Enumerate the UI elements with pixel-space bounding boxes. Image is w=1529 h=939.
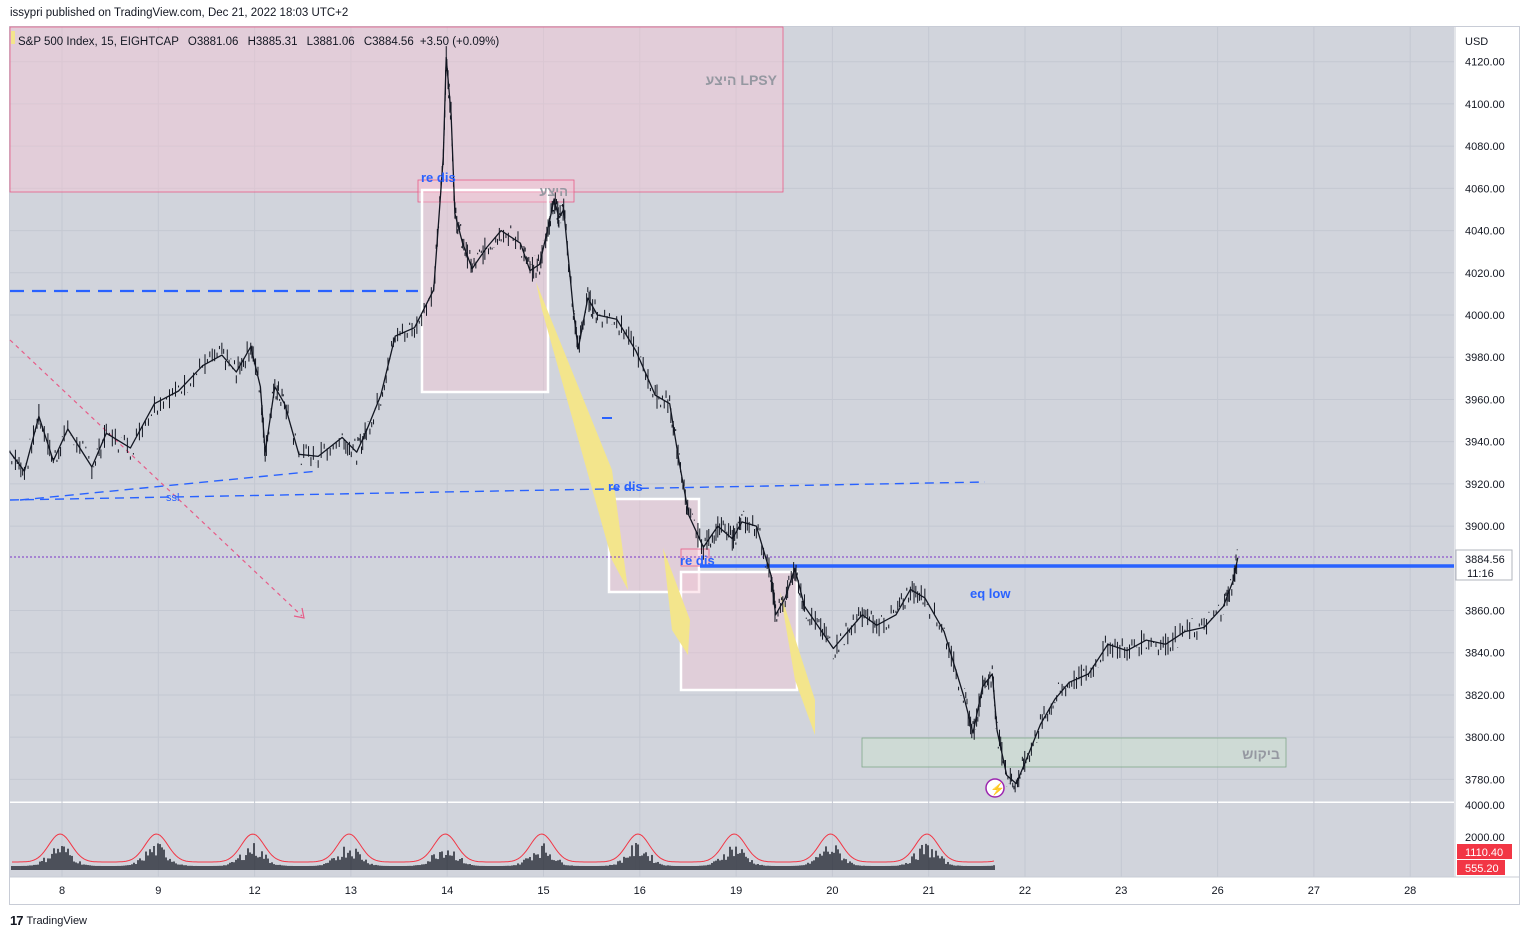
- y-tick-label: 4040.00: [1465, 226, 1505, 238]
- x-tick-label: 22: [1019, 885, 1031, 897]
- label-demand: ביקוש: [1242, 746, 1280, 762]
- sweep-fill-1: [536, 282, 628, 590]
- range-box-1: [420, 188, 550, 394]
- chart-frame: [9, 26, 1520, 905]
- y-axis-panel: [1455, 27, 1519, 877]
- y-tick-label: 4020.00: [1465, 268, 1505, 280]
- label-re-dis-1: re dis: [421, 170, 456, 185]
- price-series-layer: [9, 46, 1239, 793]
- dashed-trendline-short: [19, 470, 319, 501]
- x-tick-label: 20: [826, 885, 838, 897]
- volume-tick-label: 2000.00: [1465, 832, 1505, 844]
- x-tick-label: 21: [923, 885, 935, 897]
- red-dashed-arrow: [9, 339, 303, 617]
- y-tick-label: 3920.00: [1465, 479, 1505, 491]
- label-eq-low: eq low: [970, 586, 1011, 601]
- demand-zone: [861, 737, 1287, 768]
- red-arrow-head: [293, 607, 305, 619]
- x-tick-label: 23: [1115, 885, 1127, 897]
- x-tick-label: 15: [537, 885, 549, 897]
- supply-zone-lpsy: [9, 26, 784, 193]
- y-tick-label: 4100.00: [1465, 99, 1505, 111]
- high-value: H3885.31: [248, 36, 298, 48]
- y-axis-ticks: 4120.00 4100.00 4080.00 4060.00 4040.00 4020.…: [1465, 57, 1505, 844]
- x-tick-label: 26: [1211, 885, 1223, 897]
- annotation-labels-layer: היצע LPSY היצע re dis re dis re dis ssl eq low…: [166, 72, 1280, 762]
- x-tick-label: 19: [730, 885, 742, 897]
- countdown-label: 11:16: [1467, 568, 1494, 580]
- flash-icon-glyph: ⚡: [990, 782, 1005, 796]
- tv-logo-icon: 17: [10, 913, 24, 928]
- tv-logo-text: TradingView: [26, 914, 88, 927]
- last-price-box: [1455, 549, 1513, 581]
- zones-layer: [9, 26, 1287, 768]
- open-value: O3881.06: [188, 36, 239, 48]
- change-value: +3.50 (+0.09%): [420, 36, 499, 48]
- x-tick-label: 14: [441, 885, 453, 897]
- sweep-fill-2: [663, 548, 690, 655]
- flash-icon[interactable]: [985, 778, 1005, 798]
- low-value: L3881.06: [307, 36, 355, 48]
- y-tick-label: 3940.00: [1465, 437, 1505, 449]
- volume-label-1: 1110.40: [1465, 847, 1503, 859]
- sweep-fill-3: [780, 592, 815, 735]
- drawn-lines-layer: [9, 289, 1454, 619]
- volume-label-box-2: [1457, 860, 1505, 875]
- y-tick-label: 4060.00: [1465, 183, 1505, 195]
- x-axis-ticks: 8 9 12 13 14 15 16 19 20 21 22 23 26 27 28: [59, 885, 1416, 897]
- y-tick-label: 3960.00: [1465, 394, 1505, 406]
- volume-label-2: 555.20: [1465, 863, 1499, 875]
- volume-layer: [11, 833, 995, 870]
- symbol-name: S&P 500 Index, 15, EIGHTCAP: [18, 36, 179, 48]
- close-value: C3884.56: [364, 36, 414, 48]
- y-tick-label: 4120.00: [1465, 57, 1505, 69]
- x-tick-label: 27: [1308, 885, 1320, 897]
- last-price-label: 3884.56: [1465, 554, 1505, 566]
- label-re-dis-3: re dis: [680, 553, 715, 568]
- range-box-3: [679, 570, 799, 692]
- y-tick-label: 3780.00: [1465, 774, 1505, 786]
- label-ssl: ssl: [166, 492, 179, 504]
- y-tick-label: 3800.00: [1465, 732, 1505, 744]
- dashed-trendline-long: [9, 481, 986, 501]
- published-header: issypri published on TradingView.com, De…: [10, 7, 349, 19]
- label-re-dis-2: re dis: [608, 479, 643, 494]
- legend-marker: [11, 31, 15, 44]
- volume-label-box-1: [1457, 844, 1512, 859]
- currency-label: USD: [1465, 36, 1488, 48]
- y-tick-label: 4080.00: [1465, 141, 1505, 153]
- x-tick-label: 12: [248, 885, 260, 897]
- y-tick-label: 3840.00: [1465, 648, 1505, 660]
- volume-ma-line: [12, 833, 995, 863]
- y-tick-label: 3980.00: [1465, 352, 1505, 364]
- symbol-legend: S&P 500 Index, 15, EIGHTCAP O3881.06 H38…: [18, 36, 499, 48]
- x-tick-label: 8: [59, 885, 65, 897]
- label-supply-small: היצע: [539, 184, 568, 199]
- tradingview-logo[interactable]: 17 TradingView: [10, 913, 87, 928]
- volume-tick-label: 4000.00: [1465, 800, 1505, 812]
- x-tick-label: 28: [1404, 885, 1416, 897]
- x-tick-label: 16: [634, 885, 646, 897]
- y-tick-label: 3900.00: [1465, 521, 1505, 533]
- y-tick-label: 3860.00: [1465, 606, 1505, 618]
- x-tick-label: 9: [155, 885, 161, 897]
- plot-background: [10, 27, 1454, 802]
- y-tick-label: 3820.00: [1465, 690, 1505, 702]
- label-lpsy: היצע LPSY: [706, 72, 778, 88]
- x-tick-label: 13: [345, 885, 357, 897]
- x-axis-panel: [10, 877, 1519, 904]
- y-tick-label: 4000.00: [1465, 310, 1505, 322]
